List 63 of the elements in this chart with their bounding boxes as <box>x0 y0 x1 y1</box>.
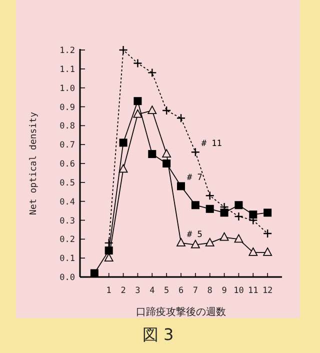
x-tick-label: 4 <box>150 286 155 296</box>
point <box>190 240 200 248</box>
point <box>190 148 200 157</box>
point <box>263 247 272 256</box>
x-tick-label: 6 <box>178 286 184 296</box>
caption: 図 3 <box>142 325 174 344</box>
x-tick-label: 1 <box>106 286 112 296</box>
x-tick-label: 9 <box>222 286 227 296</box>
point <box>234 234 244 243</box>
point <box>133 109 142 118</box>
y-tick-label: 1.1 <box>60 64 75 75</box>
x-tick-label: 12 <box>262 286 273 296</box>
point <box>148 150 156 158</box>
series-label: # 11 <box>201 139 222 150</box>
y-tick-label: 1.0 <box>60 84 75 94</box>
point <box>90 269 98 278</box>
x-tick-label: 11 <box>248 286 258 296</box>
point <box>234 212 244 222</box>
y-tick-label: 0.5 <box>60 178 75 188</box>
series-label: # 7 <box>187 173 202 184</box>
point <box>118 45 128 55</box>
y-tick-label: 0.4 <box>60 197 75 208</box>
x-tick-label: 3 <box>135 286 140 296</box>
point <box>220 232 229 241</box>
x-axis-title: 口蹄疫攻撃後の週数 <box>136 306 226 318</box>
point <box>264 208 272 217</box>
point <box>162 149 172 158</box>
point <box>176 114 186 123</box>
y-tick-label: 0.8 <box>60 122 75 132</box>
point <box>262 228 272 238</box>
point <box>148 68 157 78</box>
point <box>248 247 258 256</box>
point <box>162 106 172 116</box>
y-tick-label: 0.3 <box>60 216 75 226</box>
point <box>249 210 258 219</box>
x-tick-label: 10 <box>234 286 244 296</box>
y-tick-label: 1.2 <box>60 46 75 56</box>
point <box>205 238 214 246</box>
y-tick-label: 0.7 <box>60 140 75 151</box>
point <box>220 208 228 217</box>
x-tick-label: 7 <box>192 286 198 296</box>
point <box>118 164 128 173</box>
x-tick-label: 2 <box>120 286 126 296</box>
y-tick-label: 0.1 <box>60 254 75 264</box>
point <box>104 238 114 248</box>
point <box>119 138 128 147</box>
series-label: # 5 <box>187 230 202 240</box>
y-tick-label: 0.0 <box>60 273 75 283</box>
point <box>177 182 185 190</box>
y-tick-label: 0.2 <box>60 235 75 246</box>
y-tick-label: 0.6 <box>60 160 75 170</box>
point <box>191 201 200 210</box>
y-axis-title: Net optical density <box>29 111 39 215</box>
point <box>133 58 142 68</box>
y-tick-label: 0.9 <box>60 102 75 113</box>
point <box>148 106 157 114</box>
point <box>206 204 214 213</box>
x-tick-label: 8 <box>207 286 212 296</box>
point <box>205 191 214 200</box>
point <box>234 201 243 210</box>
point <box>134 97 142 106</box>
point <box>176 238 186 246</box>
x-tick-label: 5 <box>164 286 170 296</box>
